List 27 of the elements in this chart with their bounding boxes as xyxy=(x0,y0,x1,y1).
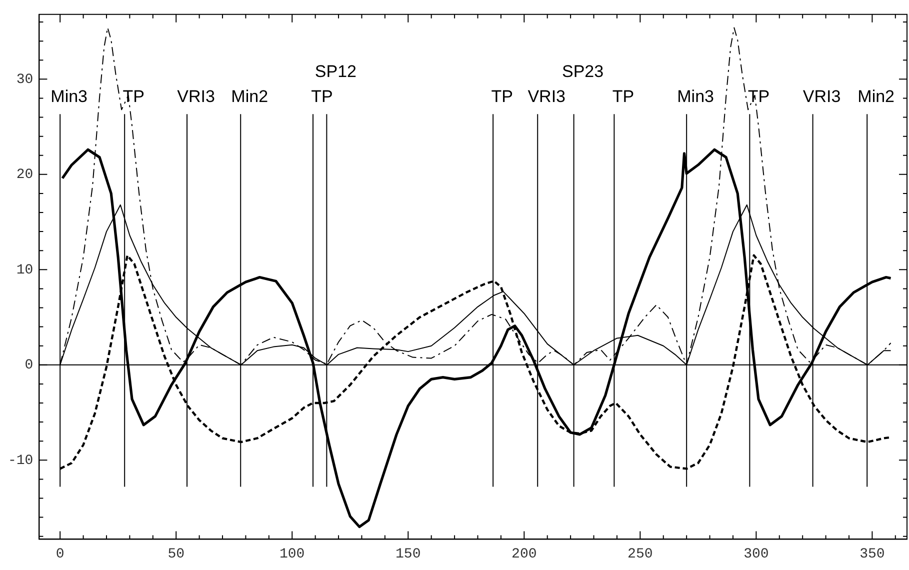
ref-line-label: TP xyxy=(122,86,144,106)
x-tick-label: 100 xyxy=(280,546,305,562)
ref-line-label: VRI3 xyxy=(528,86,566,106)
ref-line-label: TP xyxy=(491,86,513,106)
ref-line-label: Min2 xyxy=(231,86,268,106)
ref-line-label: VRI3 xyxy=(177,86,215,106)
ref-line-label: Min3 xyxy=(50,86,88,106)
x-tick-label: 300 xyxy=(744,546,769,562)
y-tick-label: -10 xyxy=(8,452,34,469)
y-tick-label: 30 xyxy=(16,72,34,88)
ref-line-label: VRI3 xyxy=(802,86,841,106)
ref-line-label: Min2 xyxy=(858,86,895,106)
ref-line-label: TP xyxy=(311,86,333,106)
ref-line-label: TP xyxy=(748,86,770,106)
y-tick-label: 0 xyxy=(24,358,34,374)
y-tick-label: 10 xyxy=(16,262,34,278)
x-tick-label: 150 xyxy=(396,546,421,562)
y-tick-label: 20 xyxy=(16,167,34,184)
x-tick-label: 50 xyxy=(168,546,185,562)
x-tick-label: 0 xyxy=(56,546,64,562)
ref-line-label: SP23 xyxy=(562,62,604,81)
x-tick-label: 250 xyxy=(628,546,653,562)
ref-line-label: Min3 xyxy=(677,86,714,106)
ref-line-label: TP xyxy=(612,86,634,106)
x-tick-label: 200 xyxy=(512,546,537,562)
x-tick-label: 350 xyxy=(860,546,885,562)
ref-line-label: SP12 xyxy=(314,62,356,81)
